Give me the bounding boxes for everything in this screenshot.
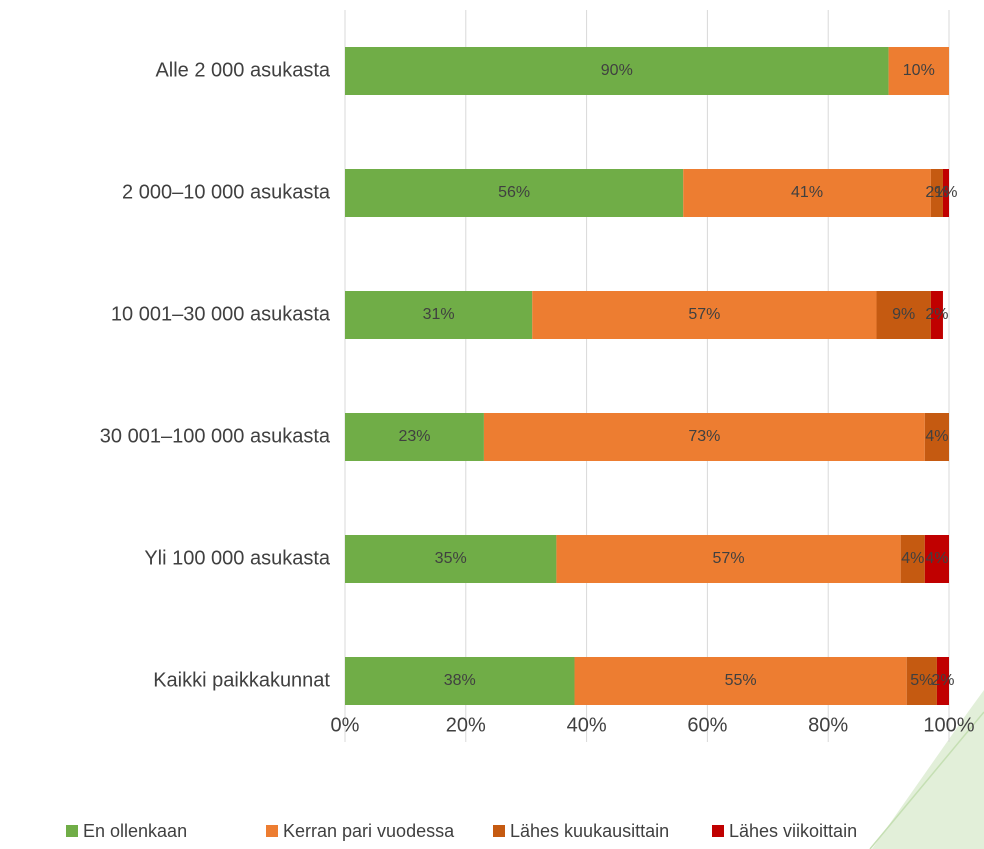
x-tick-label: 100% [923, 714, 974, 736]
bar-segment [345, 47, 889, 95]
bar-segment [924, 535, 949, 583]
legend-swatch [712, 825, 724, 837]
data-label: 10% [903, 62, 935, 79]
legend-item: Lähes kuukausittain [493, 821, 669, 841]
data-label: 90% [601, 62, 633, 79]
data-label: 73% [688, 428, 720, 445]
legend-label: Lähes viikoittain [729, 821, 857, 841]
bar-segment [483, 413, 925, 461]
bar-segment [345, 413, 484, 461]
data-label: 31% [423, 306, 455, 323]
data-label: 9% [892, 306, 915, 323]
bar-segment [888, 47, 949, 95]
data-label: 38% [444, 672, 476, 689]
bar-segment [345, 657, 575, 705]
decoration [872, 690, 984, 849]
data-label: 4% [925, 428, 948, 445]
data-label: 4% [901, 550, 924, 567]
y-tick-label: Alle 2 000 asukasta [155, 59, 330, 81]
bar-segment [936, 657, 949, 705]
data-label: 23% [398, 428, 430, 445]
data-label: 35% [435, 550, 467, 567]
y-tick-label: Kaikki paikkakunnat [153, 669, 330, 691]
bar-segment [942, 169, 949, 217]
bar-segment [532, 291, 877, 339]
bar-segment [345, 291, 533, 339]
decoration-line [869, 711, 984, 849]
x-tick-label: 40% [567, 714, 607, 736]
x-tick-label: 80% [808, 714, 848, 736]
y-tick-label: 10 001–30 000 asukasta [111, 303, 331, 325]
x-tick-label: 60% [687, 714, 727, 736]
y-tick-label: Yli 100 000 asukasta [144, 547, 331, 569]
data-label: 4% [925, 550, 948, 567]
legend-swatch [266, 825, 278, 837]
legend-item: Kerran pari vuodessa [266, 821, 455, 841]
bar-segment [876, 291, 931, 339]
y-tick-label: 30 001–100 000 asukasta [100, 425, 331, 447]
bar-segment [930, 291, 943, 339]
bar-segment [683, 169, 931, 217]
data-label: 2% [931, 672, 954, 689]
bar-segment [345, 169, 684, 217]
x-tick-label: 0% [331, 714, 360, 736]
bar-segment [556, 535, 901, 583]
y-tick-label: 2 000–10 000 asukasta [122, 181, 331, 203]
legend-label: Lähes kuukausittain [510, 821, 669, 841]
legend-item: En ollenkaan [66, 821, 187, 841]
bar-segment [924, 413, 949, 461]
data-label: 2% [925, 306, 948, 323]
x-tick-label: 20% [446, 714, 486, 736]
data-label: 1% [934, 184, 957, 201]
legend-label: Kerran pari vuodessa [283, 821, 455, 841]
bar-segment [930, 169, 943, 217]
data-label: 41% [791, 184, 823, 201]
bar-segment [900, 535, 925, 583]
bar-segment [574, 657, 907, 705]
data-label: 57% [713, 550, 745, 567]
legend-label: En ollenkaan [83, 821, 187, 841]
bar-segment [906, 657, 937, 705]
data-label: 57% [688, 306, 720, 323]
data-label: 55% [725, 672, 757, 689]
bar-segment [345, 535, 557, 583]
data-label: 5% [910, 672, 933, 689]
data-label: 2% [925, 184, 948, 201]
legend-swatch [66, 825, 78, 837]
data-label: 56% [498, 184, 530, 201]
legend-swatch [493, 825, 505, 837]
legend-item: Lähes viikoittain [712, 821, 857, 841]
